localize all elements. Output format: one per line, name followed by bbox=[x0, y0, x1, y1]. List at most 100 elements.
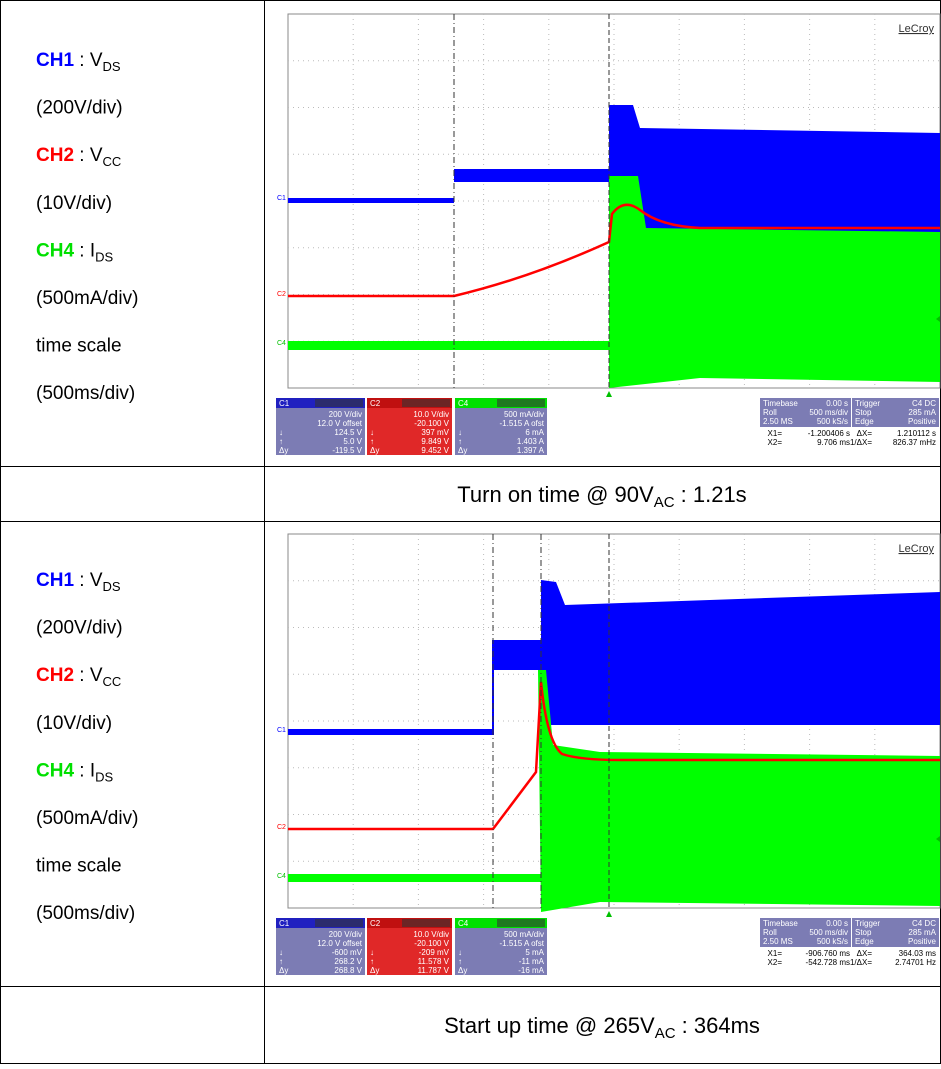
cursor-key: ΔX= bbox=[857, 949, 873, 958]
timebase-value: 500 kS/s bbox=[817, 937, 848, 946]
caption-subscript: AC bbox=[655, 1025, 676, 1042]
trigger-key: Trigger bbox=[855, 919, 880, 928]
ch4-trace bbox=[288, 874, 541, 882]
channel-row-value: 397 mV bbox=[421, 428, 449, 437]
channel-label: (10V/div) bbox=[36, 713, 112, 734]
channel-label: CH2 : VCC bbox=[36, 665, 121, 689]
coupling-badge bbox=[402, 919, 450, 927]
label-subscript: DS bbox=[95, 249, 113, 264]
channel-row-value: 9.849 V bbox=[421, 437, 449, 446]
channel-row-key: ↓ bbox=[370, 428, 374, 437]
channel-row-value: -119.5 V bbox=[332, 446, 362, 455]
trigger-key: Stop bbox=[855, 928, 872, 937]
channel-name: CH2 bbox=[36, 145, 74, 166]
channel-label: time scale bbox=[36, 336, 122, 357]
timebase-key: Roll bbox=[763, 928, 777, 937]
channel-row-key: ↓ bbox=[279, 428, 283, 437]
channel-row-value: -209 mV bbox=[419, 948, 450, 957]
brand-logo: LeCroy bbox=[899, 23, 935, 35]
label-text: (10V/div) bbox=[36, 713, 112, 734]
cursor-value: -1.200406 s bbox=[808, 429, 850, 438]
timebase-value: 500 ms/div bbox=[809, 408, 848, 417]
ch1-trace bbox=[288, 729, 493, 735]
channel-row-key: ↓ bbox=[458, 948, 462, 957]
channel-row-key: Δy bbox=[458, 966, 467, 975]
channel-row-value: 1.403 A bbox=[517, 437, 545, 446]
channel-row-key: ↑ bbox=[279, 437, 283, 446]
channel-label: CH4 : IDS bbox=[36, 240, 114, 264]
timebase-value: 0.00 s bbox=[826, 919, 848, 928]
channel-row-value: 1.397 A bbox=[517, 446, 545, 455]
channel-row-value: 268.8 V bbox=[334, 966, 362, 975]
cursor-key: X1= bbox=[768, 429, 783, 438]
channel-label: (200V/div) bbox=[36, 98, 123, 119]
trigger-marker bbox=[606, 391, 612, 397]
trace-marker: C2 bbox=[277, 824, 286, 831]
channel-row-key: Δy bbox=[370, 446, 379, 455]
channel-label: CH1 : VDS bbox=[36, 570, 121, 594]
label-text: : V bbox=[74, 50, 103, 71]
channel-row-value: -11 mA bbox=[519, 957, 545, 966]
trace-marker: C1 bbox=[277, 727, 286, 734]
channel-row-value: 500 mA/div bbox=[504, 410, 544, 419]
channel-panel-label: C4 bbox=[458, 399, 469, 408]
coupling-badge bbox=[402, 399, 450, 407]
coupling-badge bbox=[315, 919, 363, 927]
timebase-value: 0.00 s bbox=[826, 399, 848, 408]
channel-row-value: -20.100 V bbox=[414, 419, 449, 428]
channel-row-value: -16 mA bbox=[518, 966, 544, 975]
channel-row-value: 200 V/div bbox=[329, 410, 362, 419]
label-text: time scale bbox=[36, 856, 122, 877]
coupling-badge bbox=[497, 919, 545, 927]
channel-row-value: 12.0 V offset bbox=[317, 939, 363, 948]
label-subscript: DS bbox=[103, 59, 121, 74]
label-text: (200V/div) bbox=[36, 618, 123, 639]
section: CH1 : VDS(200V/div)CH2 : VCC(10V/div)CH4… bbox=[36, 14, 940, 455]
label-text: (200V/div) bbox=[36, 98, 123, 119]
cursor-value: 2.74701 Hz bbox=[895, 958, 936, 967]
label-text: (500ms/div) bbox=[36, 383, 135, 404]
caption: Start up time @ 265VAC : 364ms bbox=[444, 1013, 760, 1042]
coupling-badge bbox=[315, 399, 363, 407]
ch1-trace bbox=[454, 169, 609, 182]
caption-text: : 364ms bbox=[676, 1013, 760, 1038]
channel-row-key: ↓ bbox=[279, 948, 283, 957]
trigger-value: C4 DC bbox=[912, 399, 936, 408]
channel-row-value: 9.452 V bbox=[421, 446, 449, 455]
trace-marker: C4 bbox=[277, 873, 286, 880]
label-text: : V bbox=[74, 665, 103, 686]
trigger-key: Edge bbox=[855, 937, 874, 946]
brand-logo: LeCroy bbox=[899, 543, 935, 555]
channel-row-key: Δy bbox=[279, 446, 288, 455]
cursor-key: X2= bbox=[768, 438, 783, 447]
channel-name: CH4 bbox=[36, 240, 74, 261]
timebase-key: 2.50 MS bbox=[763, 937, 793, 946]
channel-row-value: 5.0 V bbox=[343, 437, 362, 446]
label-text: time scale bbox=[36, 336, 122, 357]
channel-label: CH2 : VCC bbox=[36, 145, 121, 169]
channel-panel-label: C1 bbox=[279, 399, 290, 408]
channel-row-value: 124.5 V bbox=[334, 428, 362, 437]
cursor-key: ΔX= bbox=[857, 429, 873, 438]
channel-row-value: 200 V/div bbox=[329, 930, 362, 939]
coupling-badge bbox=[497, 399, 545, 407]
channel-row-value: -600 mV bbox=[332, 948, 363, 957]
label-text: : I bbox=[74, 760, 95, 781]
trigger-value: C4 DC bbox=[912, 919, 936, 928]
label-text: (10V/div) bbox=[36, 193, 112, 214]
cursor-value: 826.37 mHz bbox=[893, 438, 936, 447]
channel-row-value: 12.0 V offset bbox=[317, 419, 363, 428]
channel-row-value: 11.578 V bbox=[418, 957, 450, 966]
timebase-key: 2.50 MS bbox=[763, 417, 793, 426]
ch1-trace bbox=[493, 640, 541, 670]
channel-row-key: ↑ bbox=[370, 437, 374, 446]
label-subscript: DS bbox=[95, 769, 113, 784]
channel-row-key: ↑ bbox=[370, 957, 374, 966]
label-subscript: DS bbox=[103, 579, 121, 594]
trigger-value: Positive bbox=[908, 937, 937, 946]
channel-name: CH4 bbox=[36, 760, 74, 781]
label-subscript: CC bbox=[103, 154, 122, 169]
channel-panel-label: C2 bbox=[370, 399, 381, 408]
